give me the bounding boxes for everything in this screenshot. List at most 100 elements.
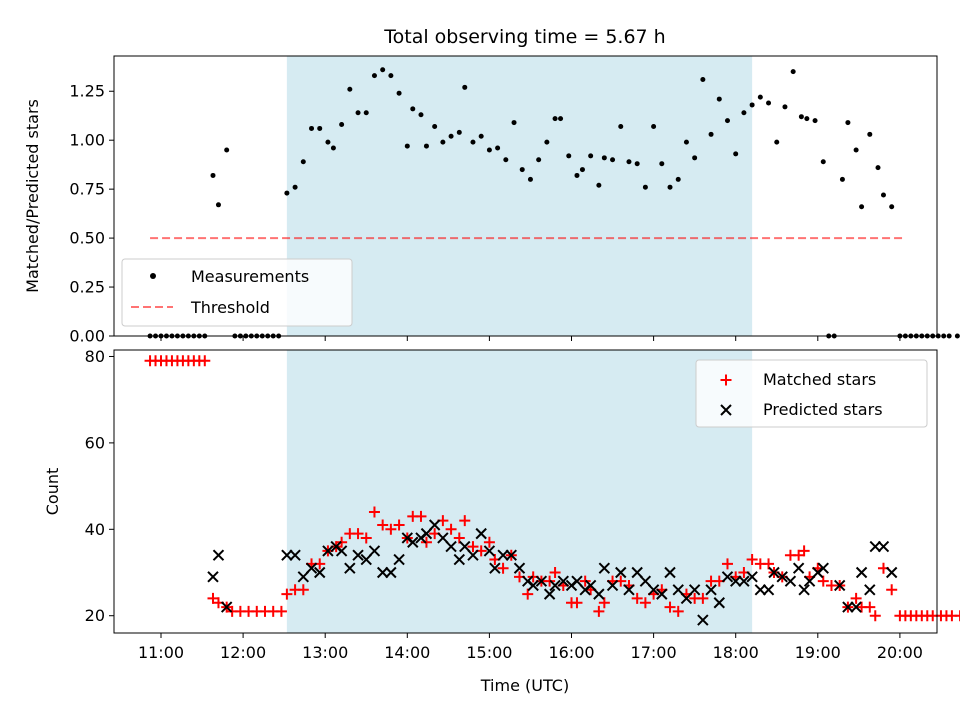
measurement-point xyxy=(626,159,632,165)
measurement-point xyxy=(782,104,788,110)
predicted-star-point xyxy=(729,575,742,587)
xtick-label: 18:00 xyxy=(713,643,759,662)
measurement-point xyxy=(804,116,810,122)
predicted-star-point xyxy=(344,562,356,574)
matched-star-point xyxy=(483,536,495,548)
predicted-star-point xyxy=(368,545,381,557)
matched-star-point xyxy=(275,605,287,617)
measurement-point xyxy=(798,114,804,120)
bottom-observing-window xyxy=(286,350,753,633)
measurement-point xyxy=(651,123,657,129)
measurement-point xyxy=(574,172,580,178)
top-axes-frame xyxy=(113,55,938,337)
legend-label-matched: Matched stars xyxy=(763,370,876,389)
predicted-star-point xyxy=(212,549,225,561)
matched-star-point xyxy=(798,545,810,557)
matched-star-point xyxy=(368,506,380,518)
measurement-point xyxy=(456,129,462,135)
measurement-point xyxy=(423,143,429,149)
measurement-point xyxy=(410,106,416,112)
measurement-point xyxy=(839,176,845,182)
measurement-point xyxy=(355,110,361,116)
measurement-point xyxy=(363,110,369,116)
measurement-point xyxy=(880,192,886,198)
measurement-point xyxy=(558,116,564,122)
top-panel: 0.00 0.25 0.50 0.75 1.00 1.25 Matched/Predict… xyxy=(23,55,960,346)
matched-star-point xyxy=(377,519,389,531)
matched-star-point xyxy=(445,523,457,535)
predicted-star-point xyxy=(672,584,684,596)
measurement-point xyxy=(946,333,952,339)
measurement-point xyxy=(371,73,377,79)
measurement-point xyxy=(347,86,353,92)
predicted-star-point xyxy=(420,527,433,540)
measurement-point xyxy=(432,123,438,129)
matched-star-point xyxy=(281,588,293,600)
measurement-point xyxy=(503,157,509,163)
measurement-point xyxy=(495,145,501,151)
matched-star-point xyxy=(746,554,758,566)
matched-star-point xyxy=(763,558,775,570)
top-ytick-label: 0.00 xyxy=(69,327,105,346)
measurement-point xyxy=(544,139,550,145)
measurement-point xyxy=(552,116,558,122)
measurement-point xyxy=(954,333,960,339)
measurement-point xyxy=(875,165,881,171)
measurement-point xyxy=(470,139,476,145)
chart-title: Total observing time = 5.67 h xyxy=(383,26,665,48)
legend-label-measurements: Measurements xyxy=(191,267,309,286)
measurement-point xyxy=(566,153,572,159)
predicted-star-point xyxy=(664,566,676,579)
matched-star-point xyxy=(522,588,534,600)
top-legend-box xyxy=(121,258,353,327)
predicted-star-point xyxy=(571,575,583,587)
measurement-point xyxy=(634,161,640,167)
matched-star-point xyxy=(593,605,605,617)
measurement-point xyxy=(440,139,446,145)
predicted-star-point xyxy=(352,549,364,561)
measurement-point xyxy=(790,69,796,75)
predicted-star-point xyxy=(869,540,881,553)
top-ytick-label: 0.25 xyxy=(69,278,105,297)
xtick-label: 20:00 xyxy=(877,643,923,662)
measurement-point xyxy=(766,100,772,106)
predicted-star-point xyxy=(776,571,788,583)
matched-star-point xyxy=(817,575,829,587)
bottom-ytick-label: 40 xyxy=(85,520,105,539)
x-axis-label: Time (UTC) xyxy=(480,676,569,695)
predicted-star-point xyxy=(817,562,829,574)
predicted-star-point xyxy=(557,575,569,587)
predicted-star-point xyxy=(833,579,846,592)
legend-label-threshold: Threshold xyxy=(190,298,270,317)
measurement-point xyxy=(404,143,410,149)
predicted-star-point xyxy=(798,584,810,596)
top-ytick-label: 0.50 xyxy=(69,229,105,248)
predicted-star-point xyxy=(483,545,496,557)
predicted-star-point xyxy=(639,575,652,587)
predicted-star-point xyxy=(335,545,348,557)
predicted-star-point xyxy=(281,549,293,561)
predicted-star-point xyxy=(297,571,310,583)
predicted-star-point xyxy=(505,549,518,561)
matched-star-point xyxy=(393,519,405,531)
matched-star-point xyxy=(467,541,479,553)
predicted-star-point xyxy=(688,584,701,596)
measurement-point xyxy=(486,147,492,153)
measurement-point xyxy=(478,133,484,139)
legend-marker-matched xyxy=(720,374,732,386)
bottom-legend-box xyxy=(695,359,928,428)
measurement-point xyxy=(708,131,714,137)
matched-star-point xyxy=(297,584,309,596)
predicted-star-point xyxy=(713,597,725,609)
predicted-star-point xyxy=(549,579,561,592)
top-ytick-label: 0.75 xyxy=(69,180,105,199)
predicted-star-point xyxy=(459,540,471,553)
matched-star-point xyxy=(453,532,465,544)
predicted-star-point xyxy=(385,566,397,579)
predicted-star-point xyxy=(705,584,717,596)
measurement-point xyxy=(659,161,665,167)
measurement-point xyxy=(845,120,851,126)
bottom-axes-frame xyxy=(113,349,938,634)
matched-star-point xyxy=(571,597,583,609)
